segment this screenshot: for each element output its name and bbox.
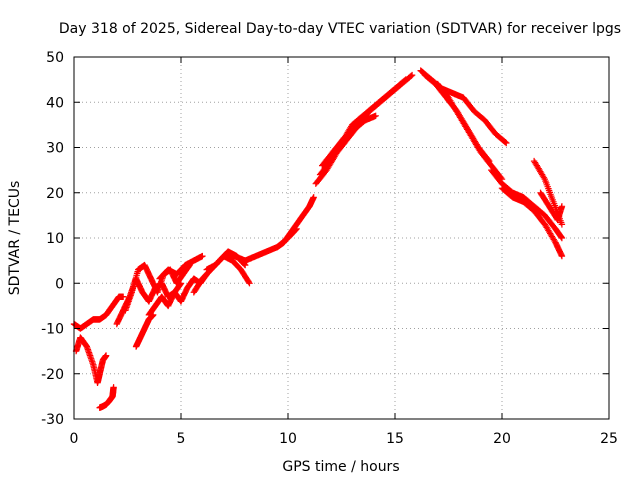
data-point	[402, 76, 409, 83]
data-point	[558, 203, 566, 210]
chart-title: Day 318 of 2025, Sidereal Day-to-day VTE…	[59, 21, 621, 37]
y-tick-label: -30	[41, 412, 64, 428]
axis-ticks: 0 5 10 15 20 25 -30 -20 -10 0 10 20 30 40 50	[41, 50, 618, 447]
data-point	[120, 293, 127, 300]
y-tick-label: 40	[46, 95, 64, 111]
y-axis-label: SDTVAR / TECUs	[7, 181, 23, 296]
data-point	[502, 139, 509, 146]
y-tick-label: 0	[55, 276, 64, 292]
y-tick-label: -20	[41, 367, 64, 383]
data-series-arc-early-low	[72, 334, 110, 386]
data-point	[110, 384, 117, 391]
y-tick-label: 50	[46, 50, 64, 66]
data-series-arc-3-b	[156, 252, 206, 282]
x-tick-label: 0	[70, 431, 79, 447]
data-series-arc-10-c	[530, 157, 566, 228]
x-tick-label: 10	[279, 431, 297, 447]
y-tick-label: -10	[41, 322, 64, 338]
data-point	[89, 360, 96, 367]
data-series-arc-7	[274, 194, 317, 251]
data-point	[558, 221, 566, 228]
data-point	[102, 352, 110, 359]
data-point	[246, 280, 253, 287]
x-tick-label: 15	[386, 431, 404, 447]
x-tick-label: 20	[493, 431, 511, 447]
data-series-arc-10-d	[537, 189, 566, 224]
data-point	[401, 77, 408, 84]
y-tick-label: 30	[46, 141, 64, 157]
data-point	[408, 72, 415, 80]
x-tick-label: 25	[600, 431, 618, 447]
y-tick-label: 20	[46, 186, 64, 202]
data-series-arc-2-c	[132, 311, 157, 350]
data-point	[558, 252, 566, 260]
data-series-arc-9-c	[434, 80, 506, 183]
data-point	[408, 71, 416, 79]
data-series-arc-8-c	[319, 112, 379, 169]
data-point	[245, 278, 252, 286]
data-point	[503, 139, 510, 147]
data-point	[558, 234, 566, 242]
data-series-arc-10-b	[498, 185, 566, 260]
x-tick-label: 5	[177, 431, 186, 447]
x-axis-label: GPS time / hours	[282, 459, 399, 475]
data-point	[540, 174, 548, 181]
data-point	[310, 194, 317, 201]
data-points-group	[70, 67, 566, 411]
data-series-arc-early-bottom	[96, 384, 117, 411]
data-point	[199, 252, 206, 260]
y-tick-label: 10	[46, 231, 64, 247]
data-point	[372, 112, 379, 119]
